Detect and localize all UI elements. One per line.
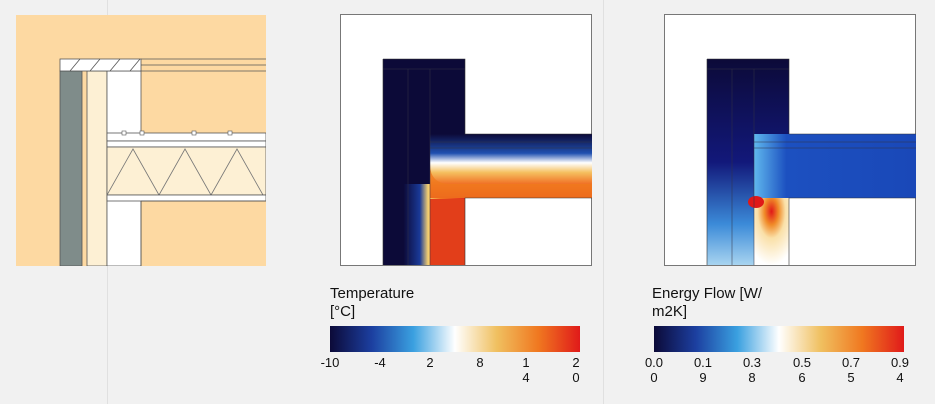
- temperature-colorbar-ticks: -10 -4 2 8 1 4 2 0: [321, 355, 580, 387]
- energy-tick: 0.7 5: [841, 355, 861, 385]
- energy-tick: 0.9 4: [890, 355, 910, 385]
- energy-tick: 0.1 9: [693, 355, 713, 385]
- energy-flow-plot: [664, 14, 916, 266]
- energy-legend-title: Energy Flow [W/ m2K]: [652, 285, 763, 320]
- temperature-tick: -4: [374, 355, 386, 370]
- temperature-tick: 2: [426, 355, 434, 370]
- energy-tick: 0.5 6: [792, 355, 812, 385]
- temperature-tick: 2 0: [572, 355, 580, 385]
- temperature-field-plot: [340, 14, 592, 266]
- energy-tick: 0.3 8: [742, 355, 762, 385]
- temperature-tick: 1 4: [522, 355, 530, 385]
- divider-right: [603, 0, 604, 404]
- temperature-legend-title: Temperature [°C]: [330, 285, 415, 320]
- temperature-colorbar: [330, 326, 580, 352]
- energy-tick: 0.0 0: [644, 355, 664, 385]
- temperature-tick: 8: [476, 355, 484, 370]
- temperature-tick: -10: [320, 355, 340, 370]
- energy-colorbar: [654, 326, 904, 352]
- construction-section-drawing: [16, 15, 266, 266]
- energy-colorbar-ticks: 0.0 0 0.1 9 0.3 8 0.5 6 0.7 5 0.9 4: [645, 355, 909, 387]
